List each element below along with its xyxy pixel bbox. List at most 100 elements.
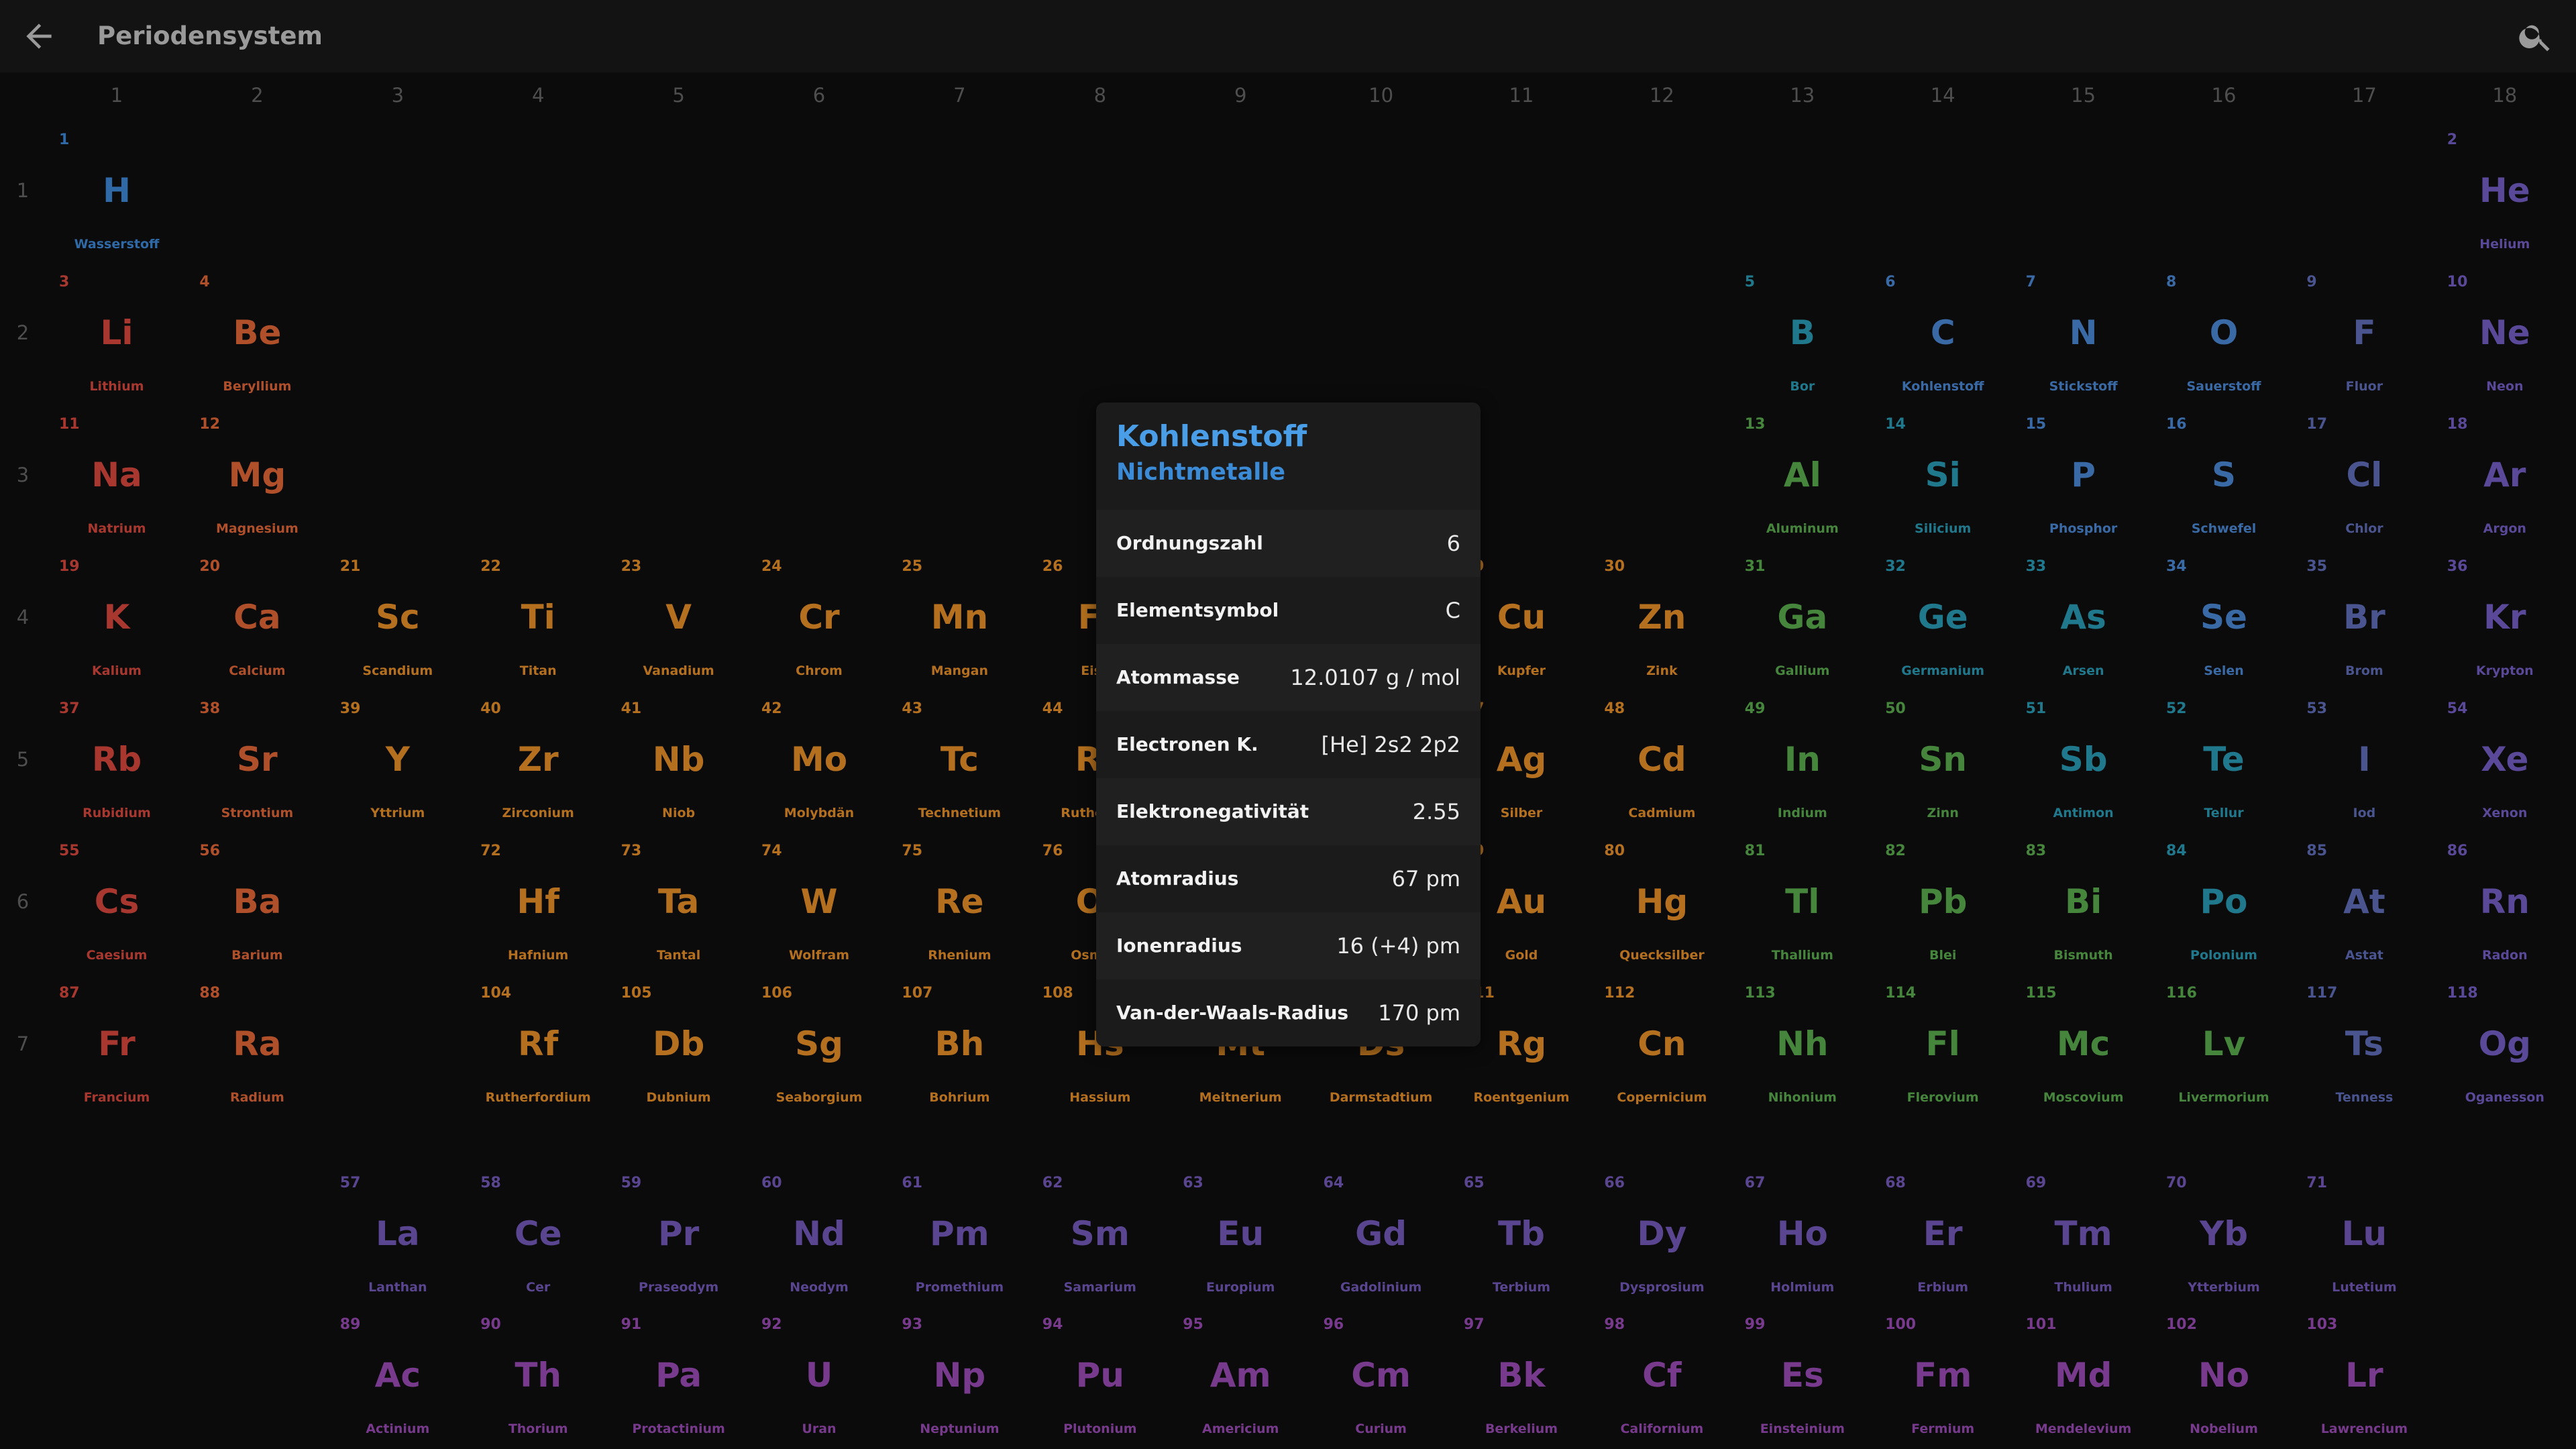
element-cell[interactable]: 107 Bh Bohrium <box>889 977 1030 1111</box>
element-cell[interactable]: 86 Rn Radon <box>2434 835 2575 969</box>
element-cell[interactable]: 15 P Phosphor <box>2013 408 2154 542</box>
element-cell[interactable]: 61 Pm Promethium <box>889 1167 1030 1301</box>
element-cell[interactable]: 74 W Wolfram <box>749 835 890 969</box>
element-cell[interactable]: 21 Sc Scandium <box>327 550 468 684</box>
element-cell[interactable]: 43 Tc Technetium <box>889 692 1030 826</box>
element-cell[interactable]: 95 Am Americium <box>1170 1308 1311 1442</box>
element-cell[interactable]: 12 Mg Magnesium <box>186 408 327 542</box>
element-cell[interactable]: 6 C Kohlenstoff <box>1872 266 2013 400</box>
element-cell[interactable]: 56 Ba Barium <box>186 835 327 969</box>
element-cell[interactable]: 50 Sn Zinn <box>1872 692 2013 826</box>
element-cell[interactable]: 96 Cm Curium <box>1311 1308 1452 1442</box>
element-cell[interactable]: 59 Pr Praseodym <box>608 1167 749 1301</box>
element-cell[interactable]: 92 U Uran <box>749 1308 890 1442</box>
element-cell[interactable]: 2 He Helium <box>2434 123 2575 258</box>
element-cell[interactable]: 87 Fr Francium <box>46 977 187 1111</box>
back-button[interactable] <box>20 17 58 55</box>
element-cell[interactable]: 90 Th Thorium <box>468 1308 608 1442</box>
element-cell[interactable]: 51 Sb Antimon <box>2013 692 2154 826</box>
search-button[interactable] <box>2517 17 2555 55</box>
element-cell[interactable]: 112 Cn Copernicium <box>1591 977 1732 1111</box>
element-cell[interactable]: 100 Fm Fermium <box>1872 1308 2013 1442</box>
element-cell[interactable]: 116 Lv Livermorium <box>2153 977 2294 1111</box>
element-cell[interactable]: 83 Bi Bismuth <box>2013 835 2154 969</box>
element-cell[interactable]: 80 Hg Quecksilber <box>1591 835 1732 969</box>
element-cell[interactable]: 72 Hf Hafnium <box>468 835 608 969</box>
element-cell[interactable]: 7 N Stickstoff <box>2013 266 2154 400</box>
element-cell[interactable]: 57 La Lanthan <box>327 1167 468 1301</box>
element-cell[interactable]: 25 Mn Mangan <box>889 550 1030 684</box>
element-cell[interactable]: 39 Y Yttrium <box>327 692 468 826</box>
element-cell[interactable]: 98 Cf Californium <box>1591 1308 1732 1442</box>
element-cell[interactable]: 67 Ho Holmium <box>1732 1167 1873 1301</box>
element-cell[interactable]: 16 S Schwefel <box>2153 408 2294 542</box>
element-cell[interactable]: 9 F Fluor <box>2294 266 2434 400</box>
element-cell[interactable]: 33 As Arsen <box>2013 550 2154 684</box>
element-cell[interactable]: 101 Md Mendelevium <box>2013 1308 2154 1442</box>
element-cell[interactable]: 17 Cl Chlor <box>2294 408 2434 542</box>
element-cell[interactable]: 11 Na Natrium <box>46 408 187 542</box>
element-cell[interactable]: 34 Se Selen <box>2153 550 2294 684</box>
element-cell[interactable]: 8 O Sauerstoff <box>2153 266 2294 400</box>
element-cell[interactable]: 75 Re Rhenium <box>889 835 1030 969</box>
element-cell[interactable]: 35 Br Brom <box>2294 550 2434 684</box>
element-cell[interactable]: 105 Db Dubnium <box>608 977 749 1111</box>
element-cell[interactable]: 38 Sr Strontium <box>186 692 327 826</box>
element-cell[interactable]: 1 H Wasserstoff <box>46 123 187 258</box>
element-cell[interactable]: 54 Xe Xenon <box>2434 692 2575 826</box>
element-cell[interactable]: 73 Ta Tantal <box>608 835 749 969</box>
element-cell[interactable]: 30 Zn Zink <box>1591 550 1732 684</box>
element-cell[interactable]: 10 Ne Neon <box>2434 266 2575 400</box>
element-cell[interactable]: 58 Ce Cer <box>468 1167 608 1301</box>
element-cell[interactable]: 70 Yb Ytterbium <box>2153 1167 2294 1301</box>
element-cell[interactable]: 81 Tl Thallium <box>1732 835 1873 969</box>
element-cell[interactable]: 85 At Astat <box>2294 835 2434 969</box>
element-cell[interactable]: 22 Ti Titan <box>468 550 608 684</box>
element-cell[interactable]: 48 Cd Cadmium <box>1591 692 1732 826</box>
element-cell[interactable]: 32 Ge Germanium <box>1872 550 2013 684</box>
element-cell[interactable]: 114 Fl Flerovium <box>1872 977 2013 1111</box>
element-cell[interactable]: 40 Zr Zirconium <box>468 692 608 826</box>
element-cell[interactable]: 23 V Vanadium <box>608 550 749 684</box>
element-cell[interactable]: 69 Tm Thulium <box>2013 1167 2154 1301</box>
element-cell[interactable]: 42 Mo Molybdän <box>749 692 890 826</box>
element-cell[interactable]: 55 Cs Caesium <box>46 835 187 969</box>
element-cell[interactable]: 63 Eu Europium <box>1170 1167 1311 1301</box>
element-cell[interactable]: 41 Nb Niob <box>608 692 749 826</box>
element-cell[interactable]: 14 Si Silicium <box>1872 408 2013 542</box>
element-cell[interactable]: 20 Ca Calcium <box>186 550 327 684</box>
element-cell[interactable]: 113 Nh Nihonium <box>1732 977 1873 1111</box>
element-cell[interactable]: 18 Ar Argon <box>2434 408 2575 542</box>
element-cell[interactable]: 49 In Indium <box>1732 692 1873 826</box>
element-cell[interactable]: 13 Al Aluminum <box>1732 408 1873 542</box>
element-cell[interactable]: 88 Ra Radium <box>186 977 327 1111</box>
element-cell[interactable]: 53 I Iod <box>2294 692 2434 826</box>
element-cell[interactable]: 97 Bk Berkelium <box>1451 1308 1592 1442</box>
element-cell[interactable]: 62 Sm Samarium <box>1030 1167 1171 1301</box>
element-cell[interactable]: 5 B Bor <box>1732 266 1873 400</box>
element-cell[interactable]: 3 Li Lithium <box>46 266 187 400</box>
element-cell[interactable]: 68 Er Erbium <box>1872 1167 2013 1301</box>
element-cell[interactable]: 115 Mc Moscovium <box>2013 977 2154 1111</box>
element-cell[interactable]: 65 Tb Terbium <box>1451 1167 1592 1301</box>
element-cell[interactable]: 37 Rb Rubidium <box>46 692 187 826</box>
element-cell[interactable]: 82 Pb Blei <box>1872 835 2013 969</box>
element-cell[interactable]: 99 Es Einsteinium <box>1732 1308 1873 1442</box>
element-cell[interactable]: 4 Be Beryllium <box>186 266 327 400</box>
element-cell[interactable]: 94 Pu Plutonium <box>1030 1308 1171 1442</box>
element-cell[interactable]: 104 Rf Rutherfordium <box>468 977 608 1111</box>
element-cell[interactable]: 24 Cr Chrom <box>749 550 890 684</box>
element-cell[interactable]: 29CuKupfer <box>1451 550 1592 684</box>
element-cell[interactable]: 91 Pa Protactinium <box>608 1308 749 1442</box>
element-cell[interactable]: 52 Te Tellur <box>2153 692 2294 826</box>
element-cell[interactable]: 117 Ts Tenness <box>2294 977 2434 1111</box>
element-cell[interactable]: 102 No Nobelium <box>2153 1308 2294 1442</box>
element-cell[interactable]: 36 Kr Krypton <box>2434 550 2575 684</box>
element-cell[interactable]: 93 Np Neptunium <box>889 1308 1030 1442</box>
element-cell[interactable]: 60 Nd Neodym <box>749 1167 890 1301</box>
element-cell[interactable]: 106 Sg Seaborgium <box>749 977 890 1111</box>
element-cell[interactable]: 31 Ga Gallium <box>1732 550 1873 684</box>
element-cell[interactable]: 84 Po Polonium <box>2153 835 2294 969</box>
element-cell[interactable]: 66 Dy Dysprosium <box>1591 1167 1732 1301</box>
element-cell[interactable]: 103 Lr Lawrencium <box>2294 1308 2434 1442</box>
